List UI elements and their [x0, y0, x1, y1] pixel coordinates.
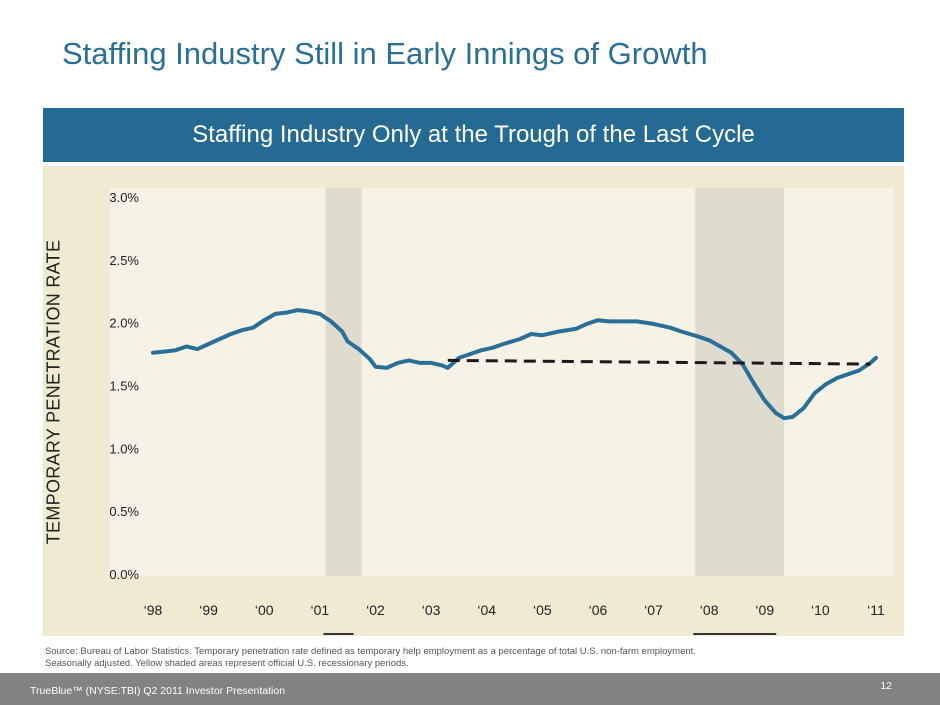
x-tick-label: ‘98 [144, 602, 163, 618]
y-tick-label: 2.0% [109, 316, 139, 331]
slide-title: Staffing Industry Still in Early Innings… [62, 36, 708, 71]
chart-panel: 0.0% 0.5% 1.0% 1.5% 2.0% 2.5% 3.0% ‘98 ‘99 ‘00 ‘01… [43, 166, 904, 636]
x-tick-label: ‘04 [477, 602, 496, 618]
trend-line-dashed [447, 358, 871, 366]
recession-band-2 [695, 188, 785, 576]
y-tick-label: 1.0% [109, 441, 139, 456]
x-tick-label: ‘11 [867, 602, 885, 618]
footer-text: TrueBlue™ (NYSE:TBI) Q2 2011 Investor Pr… [30, 685, 286, 697]
x-tick-label: ‘00 [255, 602, 274, 618]
penetration-rate-chart: 0.0% 0.5% 1.0% 1.5% 2.0% 2.5% 3.0% ‘98 ‘99 ‘00 ‘01… [109, 188, 894, 635]
y-tick-label: 3.0% [109, 190, 139, 205]
chart-banner: Staffing Industry Only at the Trough of … [43, 108, 904, 162]
x-tick-label: ‘05 [533, 602, 552, 618]
y-tick-label: 1.5% [109, 379, 139, 394]
y-tick-label: 2.5% [109, 253, 139, 268]
x-tick-label: ‘99 [199, 602, 218, 618]
x-tick-label: ‘09 [755, 602, 774, 618]
y-tick-label: 0.5% [109, 504, 139, 519]
footer-bar: TrueBlue™ (NYSE:TBI) Q2 2011 Investor Pr… [0, 673, 940, 705]
source-note: Source: Bureau of Labor Statistics. Temp… [45, 646, 895, 670]
x-tick-label: ‘08 [700, 602, 719, 618]
x-tick-label: ‘07 [644, 602, 663, 618]
banner-text: Staffing Industry Only at the Trough of … [192, 121, 755, 148]
recession-band-1 [325, 188, 362, 576]
x-tick-label: ‘01 [311, 602, 330, 618]
y-axis-label: TEMPORARY PENETRATION RATE [43, 239, 64, 545]
x-tick-label: ‘10 [811, 602, 830, 618]
source-line-2: Seasonally adjusted. Yellow shaded areas… [45, 658, 409, 669]
x-tick-label: ‘06 [589, 602, 608, 618]
page-number: 12 [880, 680, 892, 692]
x-tick-label: ‘03 [422, 602, 441, 618]
y-tick-label: 0.0% [109, 567, 139, 582]
x-tick-label: ‘02 [366, 602, 385, 618]
penetration-rate-line [151, 308, 878, 421]
source-line-1: Source: Bureau of Labor Statistics. Temp… [45, 646, 696, 657]
